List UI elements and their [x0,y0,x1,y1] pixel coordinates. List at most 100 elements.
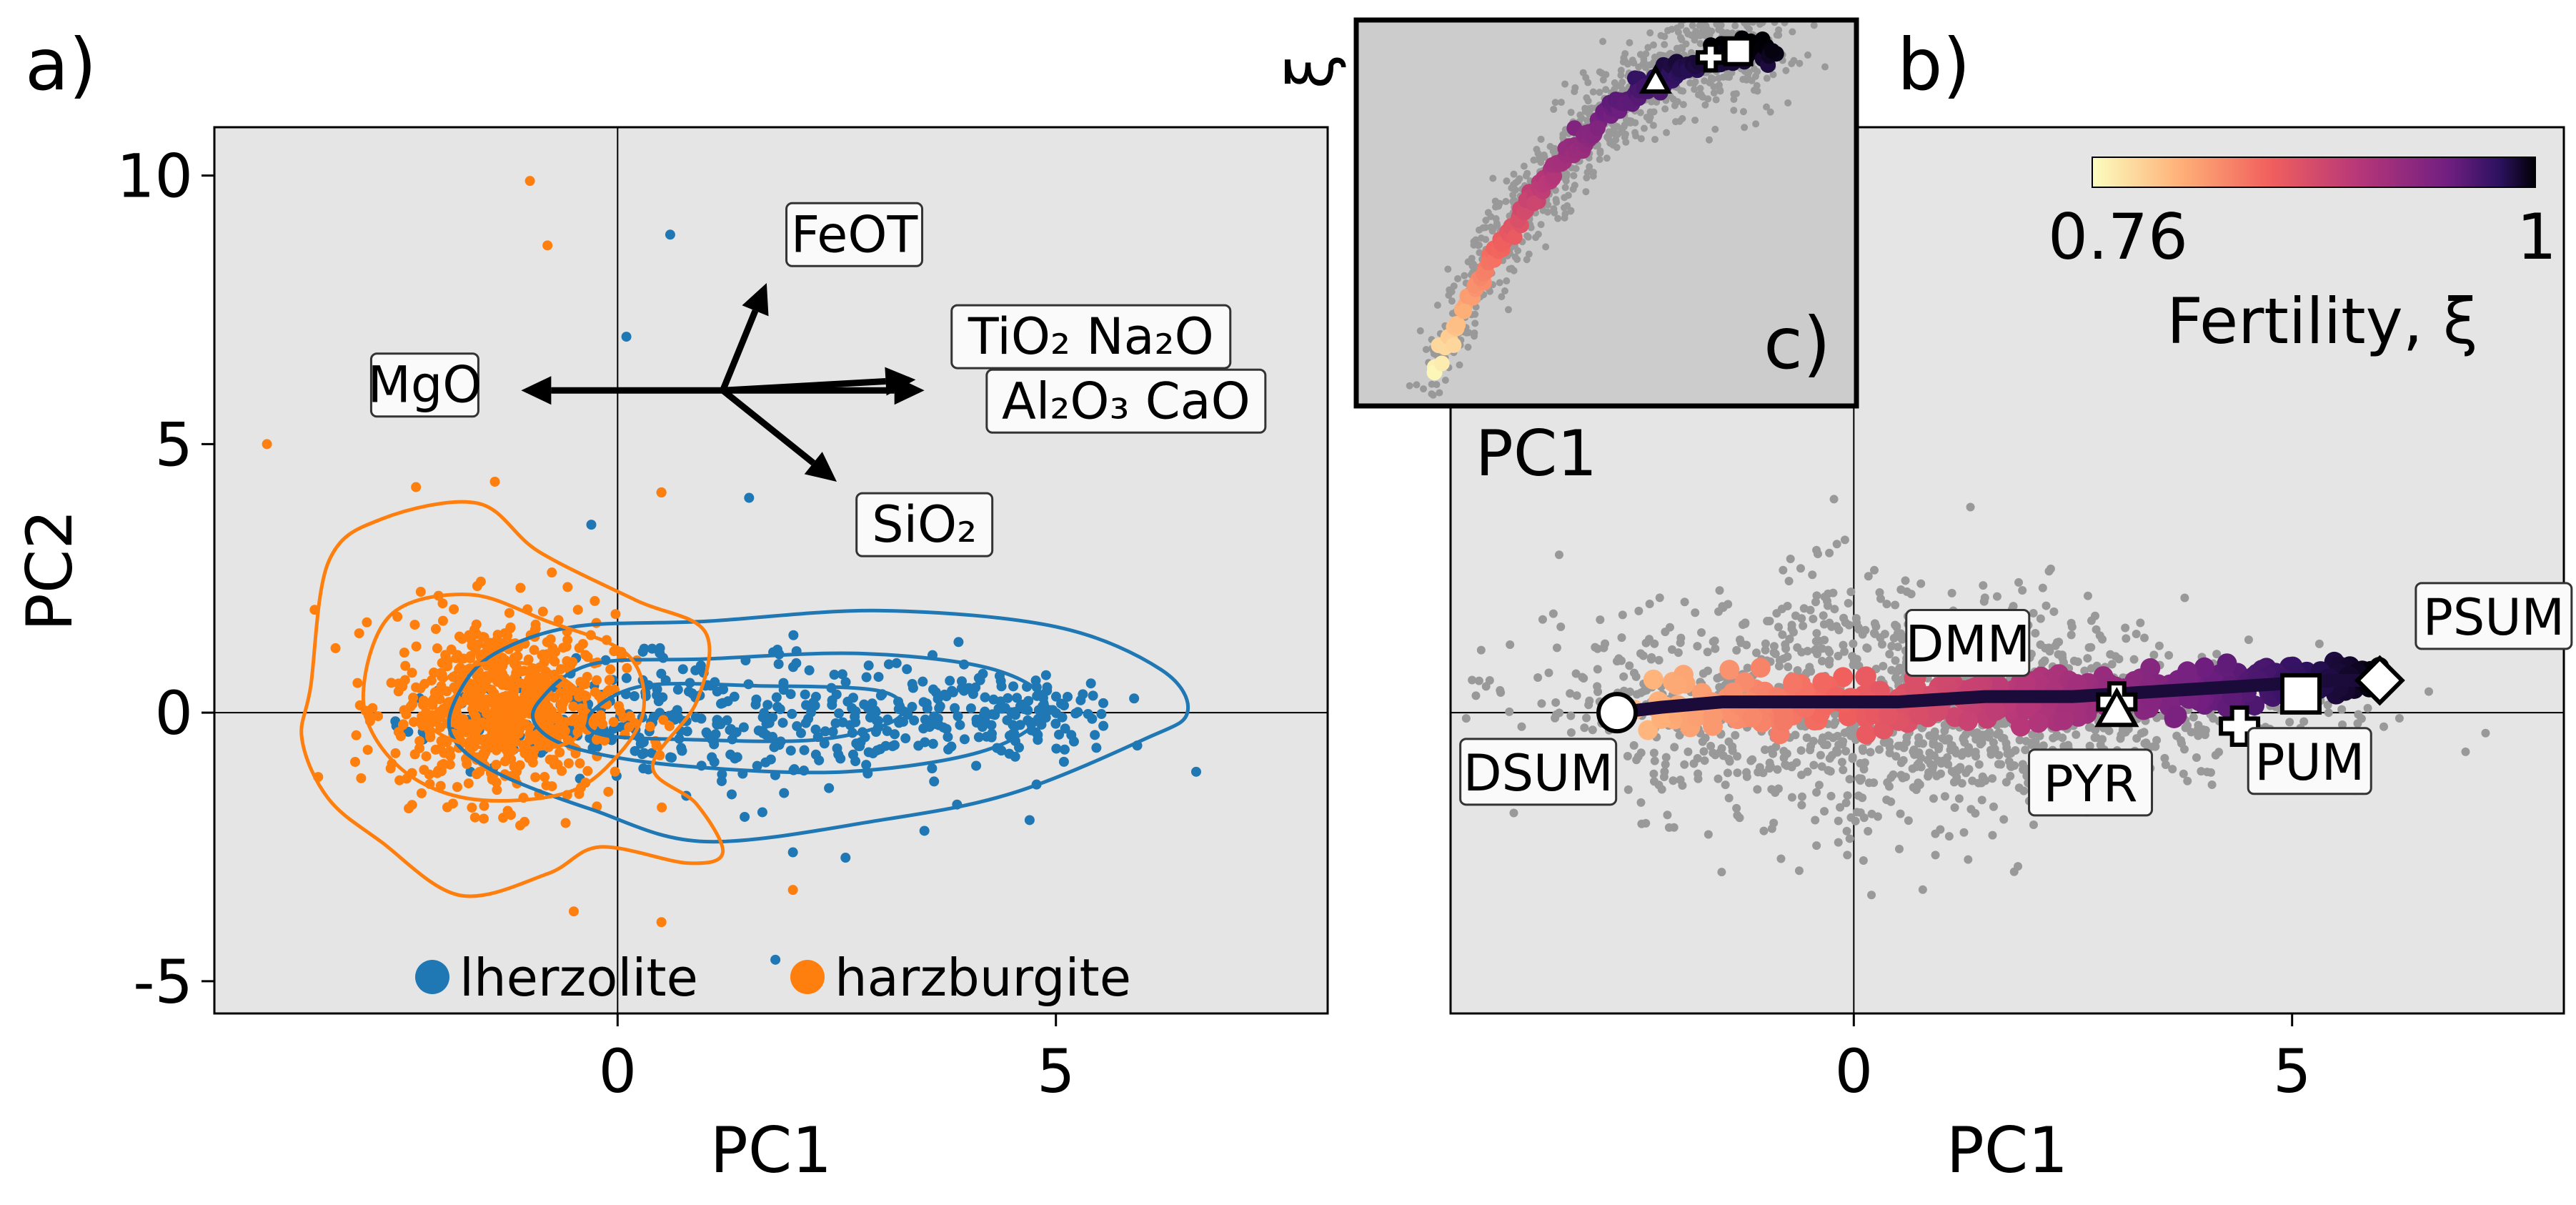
background-point [2059,742,2069,751]
background-point [1561,184,1569,192]
data-point-outlier [489,477,500,487]
data-point [963,683,974,693]
data-point-outlier [919,825,930,836]
data-point [738,722,749,733]
background-point [1640,124,1648,132]
data-point [889,740,900,750]
background-point [2337,705,2347,714]
data-point [435,743,446,754]
background-point [1628,56,1636,64]
loading-label-box [950,304,1232,370]
background-point [1593,665,1602,674]
background-point [1744,72,1752,80]
background-point [1809,736,1818,745]
data-point [683,686,694,697]
background-point [1885,650,1894,659]
background-point [1813,649,1822,658]
fertility-point [1904,676,1925,697]
background-point [1773,9,1780,16]
background-point [1380,452,1387,460]
background-point [1617,633,1626,643]
fertility-point [2053,710,2074,730]
data-point [761,718,772,729]
data-point [973,732,984,743]
background-point [2129,655,2139,664]
data-point [1014,742,1025,753]
background-point [2323,700,2332,710]
data-point [810,749,821,760]
background-point [1763,74,1771,82]
background-point [1721,780,1730,790]
background-point [1731,1,1738,8]
background-point [1578,114,1586,122]
data-point [1068,736,1079,747]
background-point [1736,1,1743,9]
background-point [1645,599,1654,608]
data-point [407,698,418,709]
background-point [2036,614,2045,623]
background-point [1561,214,1568,222]
background-point [1422,740,1431,749]
background-point [1702,21,1710,29]
background-point [1871,622,1881,631]
data-point [540,706,551,717]
data-point [1059,744,1070,755]
background-point [2207,780,2217,790]
background-point [1773,765,1782,774]
background-point [1584,700,1593,710]
background-point [1550,105,1558,113]
data-point [1002,715,1013,725]
background-point [2324,708,2333,718]
data-point [463,778,474,789]
background-point [1543,208,1551,216]
background-point [1879,662,1888,671]
data-point-outlier [1024,815,1035,825]
background-point [1996,760,2006,769]
data-point [605,664,616,675]
loading-label-box [985,368,1267,434]
background-point [1994,750,2004,760]
curve-point [1456,303,1473,319]
background-point [1637,135,1645,143]
data-point [635,738,646,749]
background-point [2189,713,2198,722]
data-point [804,665,815,675]
background-point [1964,855,1973,864]
background-point [1769,648,1779,657]
background-point [2036,640,2045,650]
data-point [395,730,406,741]
data-point [491,759,502,770]
background-point [2087,616,2096,625]
background-point [1523,169,1531,177]
background-point [1808,570,1817,580]
background-point [1664,823,1674,832]
data-point [580,650,591,660]
data-point [762,700,773,710]
background-point [2132,734,2142,743]
data-point [850,756,861,767]
legend-marker-lherzolite [415,960,449,994]
background-point [1954,794,1964,803]
background-point [1752,120,1760,128]
background-point [1819,740,1829,750]
background-point [1699,747,1709,756]
background-point [1700,756,1709,765]
inset-marker-triangle [1638,64,1672,94]
background-point [1629,740,1638,750]
background-point [1445,292,1453,299]
background-point [1533,673,1543,683]
y-tick-label: -5 [133,947,193,1017]
background-point [1803,647,1812,656]
background-point [2027,740,2037,750]
data-point [855,741,865,752]
background-point [1778,630,1787,639]
background-point [1931,851,1940,860]
background-point [1796,564,1805,573]
background-point [1864,572,1873,581]
background-point [1582,74,1590,81]
data-point [479,703,490,713]
background-point [1832,622,1841,631]
background-point [1845,775,1854,784]
background-point [1763,616,1772,625]
